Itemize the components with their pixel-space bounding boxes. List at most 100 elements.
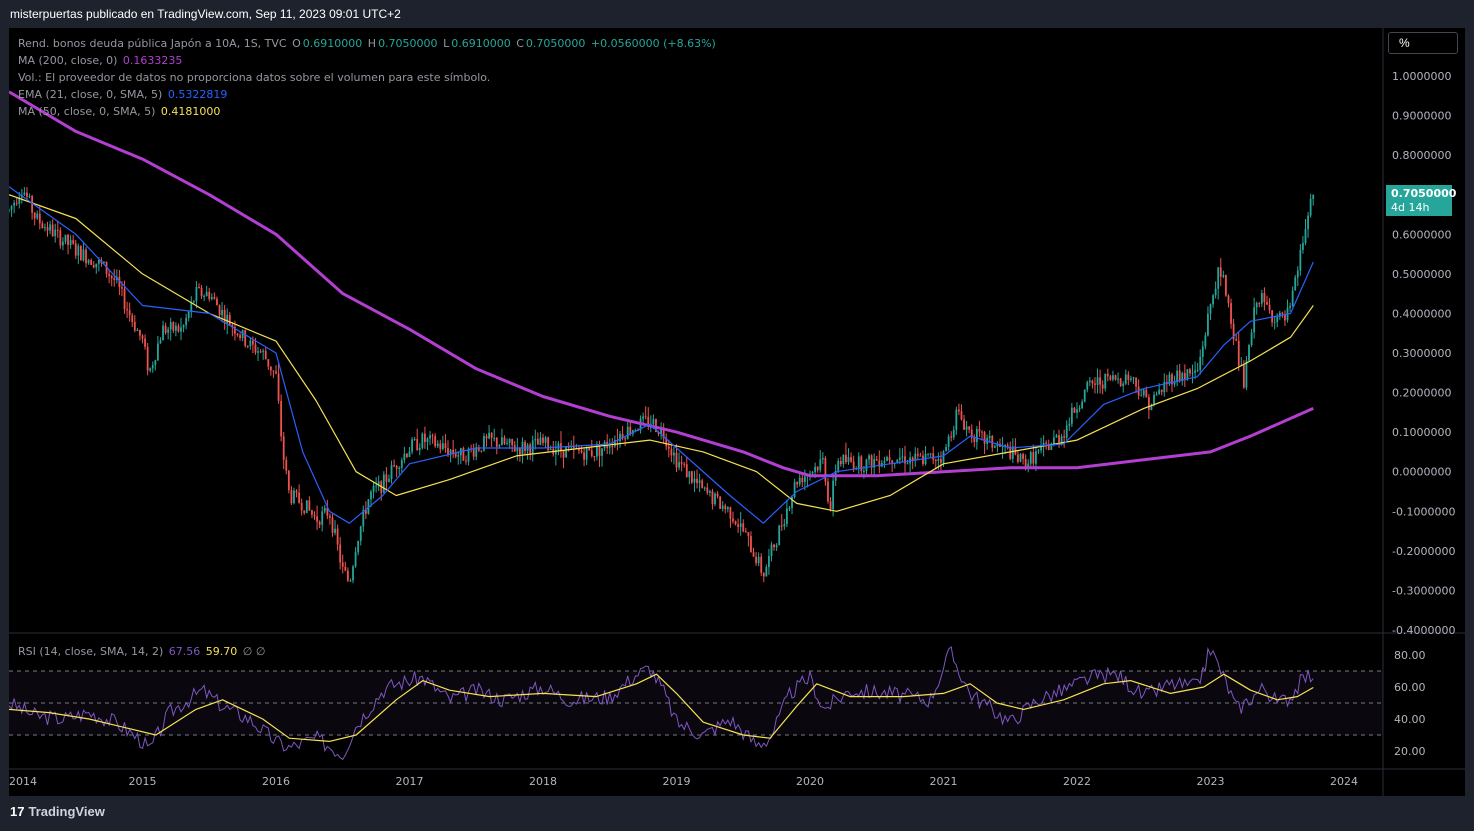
chart-frame[interactable] [9, 28, 1465, 796]
candle-body [1091, 380, 1094, 384]
candle-body [698, 480, 701, 484]
candle-body [95, 263, 98, 268]
candle-body [896, 459, 899, 463]
candle-body [916, 453, 919, 456]
candle-body [1176, 370, 1179, 383]
legend-rsi-row[interactable]: RSI (14, close, SMA, 14, 2) 67.56 59.70 … [18, 645, 267, 658]
candle-body [293, 490, 295, 504]
candle-body [1055, 435, 1058, 438]
candle-body [436, 443, 439, 447]
candle-body [1101, 384, 1104, 389]
candle-body [878, 460, 881, 467]
candle-body [236, 333, 239, 336]
candle-body [665, 438, 668, 447]
candle-body [357, 540, 360, 553]
time-tick-label: 2023 [1197, 775, 1225, 788]
rsi-extra: ∅ ∅ [242, 645, 266, 658]
candle-body [993, 446, 996, 448]
candle-body [1302, 242, 1304, 250]
candle-body [970, 429, 973, 438]
candle-body [1052, 437, 1055, 444]
candle-body [1001, 446, 1004, 448]
candle-body [973, 437, 976, 443]
candle-body [1194, 370, 1196, 373]
candle-body [873, 459, 876, 468]
candle-body [652, 419, 655, 424]
candle-body [216, 298, 218, 306]
candle-body [1050, 443, 1053, 451]
candle-body [811, 471, 814, 474]
candle-body [770, 544, 773, 557]
candle-body [1073, 407, 1076, 413]
candle-body [244, 330, 247, 346]
legend-ma200-row[interactable]: MA (200, close, 0) 0.1633235 [18, 54, 184, 67]
candle-body [139, 330, 141, 336]
candle-body [626, 426, 629, 439]
candle-body [1284, 313, 1286, 321]
price-tick-label: -0.3000000 [1392, 584, 1455, 597]
legend-volume-row: Vol.: El proveedor de datos no proporcio… [18, 71, 492, 84]
candle-body [121, 287, 123, 289]
candle-body [996, 443, 999, 447]
candle-body [850, 457, 852, 462]
candle-body [452, 449, 455, 454]
candle-body [1017, 454, 1019, 462]
candle-body [1142, 389, 1145, 396]
candle-body [1035, 451, 1037, 464]
candle-body [1255, 303, 1258, 308]
candle-body [673, 452, 675, 456]
candle-body [1268, 304, 1271, 311]
candle-body [362, 510, 365, 527]
candle-body [311, 510, 313, 515]
candle-body [757, 556, 760, 564]
candle-body [1058, 435, 1060, 443]
ma50-label: MA (50, close, 0, SMA, 5) [18, 105, 156, 118]
candle-body [531, 440, 534, 454]
legend-ma50-row[interactable]: MA (50, close, 0, SMA, 5) 0.4181000 [18, 105, 222, 118]
candle-body [1029, 452, 1032, 464]
candle-body [793, 482, 796, 497]
candle-body [1276, 316, 1279, 323]
candle-body [421, 433, 424, 448]
candle-body [49, 224, 51, 231]
candle-body [611, 446, 614, 448]
candle-body [934, 459, 937, 461]
candle-body [1168, 374, 1171, 384]
candle-body [1140, 395, 1143, 397]
brand-name: TradingView [28, 804, 105, 819]
candle-body [711, 491, 714, 505]
candle-body [642, 416, 645, 419]
candle-body [1186, 369, 1189, 380]
rsi-ma-line [9, 673, 1314, 743]
candle-body [580, 450, 583, 453]
rsi-tick-label: 20.00 [1394, 745, 1426, 758]
candle-body [267, 359, 270, 367]
candle-body [372, 485, 375, 492]
candle-body [511, 439, 514, 446]
candle-body [249, 340, 252, 346]
candle-body [210, 297, 213, 300]
candle-body [842, 454, 845, 465]
candle-body [906, 463, 909, 465]
price-tick-label: -0.1000000 [1392, 505, 1455, 518]
candle-body [1230, 303, 1232, 324]
candle-body [190, 302, 193, 312]
candle-body [416, 439, 419, 451]
candle-body [598, 446, 601, 456]
candle-body [927, 453, 929, 455]
time-tick-label: 2024 [1330, 775, 1358, 788]
legend-ema21-row[interactable]: EMA (21, close, 0, SMA, 5) 0.5322819 [18, 88, 229, 101]
candle-body [92, 264, 95, 268]
percent-scale-button[interactable]: % [1388, 32, 1458, 54]
candle-body [1127, 374, 1130, 380]
candle-body [1242, 364, 1245, 388]
candle-body [431, 435, 434, 437]
price-chart-svg[interactable]: 1.00000000.90000000.80000000.70000000.60… [9, 28, 1465, 796]
candle-body [529, 444, 532, 454]
candle-body [891, 460, 894, 464]
candle-body [1132, 377, 1135, 379]
candle-body [334, 528, 336, 533]
candle-body [780, 525, 783, 527]
tradingview-brand[interactable]: 17 TradingView [10, 804, 105, 819]
candle-body [737, 524, 740, 527]
